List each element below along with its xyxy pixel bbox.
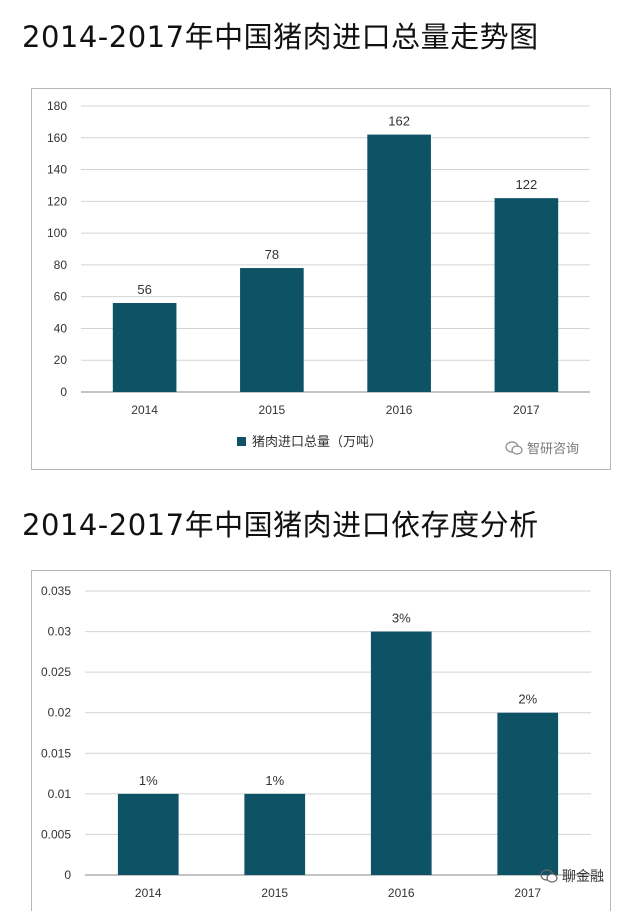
y-tick-label: 80 [54, 258, 68, 272]
bar-2016 [370, 631, 432, 875]
data-label: 1% [139, 773, 158, 788]
bar-2017 [494, 198, 559, 392]
x-tick-label: 2015 [261, 886, 288, 900]
y-tick-label: 0.015 [41, 746, 71, 760]
data-label: 2% [518, 692, 537, 707]
bar-2015 [244, 793, 306, 875]
legend-swatch [237, 437, 246, 446]
y-tick-label: 40 [54, 321, 68, 335]
legend: 猪肉进口总量（万吨） [237, 434, 382, 449]
x-tick-label: 2016 [388, 886, 415, 900]
y-tick-label: 0.035 [41, 584, 71, 598]
x-tick-label: 2016 [386, 403, 413, 417]
y-tick-label: 180 [47, 99, 67, 113]
y-tick-label: 140 [47, 163, 67, 177]
data-label: 1% [265, 773, 284, 788]
chart2-heading: 2014-2017年中国猪肉进口依存度分析 [22, 508, 539, 542]
dependency-chart: 0 0.005 0.01 0.015 0.02 0.025 0.03 0.035 1% 2014 1… [41, 584, 591, 900]
x-tick-label: 2017 [514, 886, 541, 900]
y-tick-label: 120 [47, 194, 67, 208]
y-tick-label: 0 [64, 868, 71, 882]
chart1-heading: 2014-2017年中国猪肉进口总量走势图 [22, 20, 539, 54]
y-tick-label: 60 [54, 290, 68, 304]
x-tick-label: 2017 [513, 403, 540, 417]
bar-2014 [117, 793, 179, 875]
watermark-text: 聊金融 [562, 869, 604, 885]
bar-2017 [497, 712, 559, 875]
y-tick-label: 20 [54, 353, 68, 367]
chart2-frame: 0 0.005 0.01 0.015 0.02 0.025 0.03 0.035 1% 2014 1… [31, 570, 611, 911]
y-tick-label: 0.02 [48, 706, 72, 720]
legend-label: 猪肉进口总量（万吨） [252, 434, 382, 449]
wechat-logo-icon [540, 869, 558, 883]
data-label: 56 [137, 282, 151, 297]
y-tick-label: 0.005 [41, 827, 71, 841]
y-tick-label: 0 [60, 385, 67, 399]
data-label: 122 [516, 177, 538, 192]
data-label: 3% [392, 611, 411, 626]
bar-2016 [367, 134, 431, 392]
bar-2015 [240, 268, 304, 392]
watermark-text: 智研咨询 [527, 442, 580, 457]
y-tick-label: 0.01 [48, 787, 72, 801]
wechat-logo-icon [505, 440, 523, 455]
watermark-zhiyan: 智研咨询 [505, 438, 579, 457]
data-label: 162 [388, 114, 410, 129]
bar-2014 [112, 303, 177, 392]
y-tick-label: 0.03 [48, 625, 72, 639]
x-tick-label: 2014 [131, 403, 158, 417]
watermark-liaojinrong: 聊金融 [540, 866, 604, 886]
import-volume-chart: 0 20 40 60 80 100 120 140 160 180 56 2014 78 2015 162 2… [47, 99, 590, 449]
y-tick-label: 0.025 [41, 665, 71, 679]
chart1-frame: 0 20 40 60 80 100 120 140 160 180 56 2014 78 2015 162 2… [31, 88, 611, 470]
x-tick-label: 2014 [135, 886, 162, 900]
data-label: 78 [265, 247, 279, 262]
y-tick-label: 100 [47, 226, 67, 240]
x-tick-label: 2015 [259, 403, 286, 417]
y-tick-label: 160 [47, 131, 67, 145]
